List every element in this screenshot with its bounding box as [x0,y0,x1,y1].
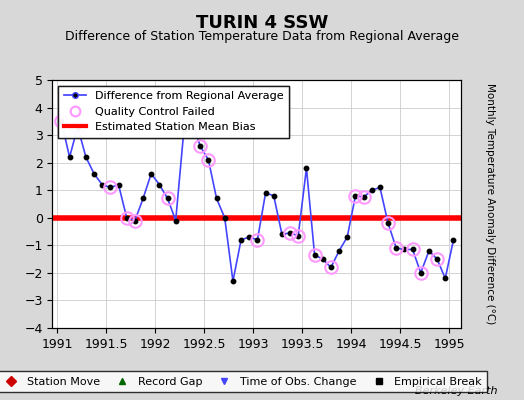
Text: Berkeley Earth: Berkeley Earth [416,386,498,396]
Legend: Difference from Regional Average, Quality Control Failed, Estimated Station Mean: Difference from Regional Average, Qualit… [58,86,289,138]
Text: Difference of Station Temperature Data from Regional Average: Difference of Station Temperature Data f… [65,30,459,43]
Y-axis label: Monthly Temperature Anomaly Difference (°C): Monthly Temperature Anomaly Difference (… [485,83,495,325]
Legend: Station Move, Record Gap, Time of Obs. Change, Empirical Break: Station Move, Record Gap, Time of Obs. C… [0,371,487,392]
Text: TURIN 4 SSW: TURIN 4 SSW [196,14,328,32]
